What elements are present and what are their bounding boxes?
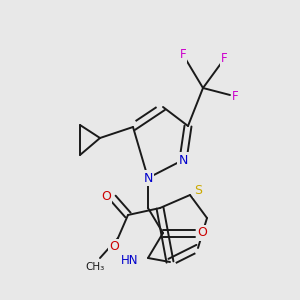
Text: CH₃: CH₃ [85, 262, 105, 272]
Text: S: S [194, 184, 202, 196]
Text: HN: HN [121, 254, 138, 266]
Text: N: N [178, 154, 188, 166]
Text: F: F [221, 52, 227, 65]
Text: F: F [180, 49, 186, 62]
Text: N: N [143, 172, 153, 184]
Text: O: O [197, 226, 207, 239]
Text: O: O [109, 241, 119, 254]
Text: O: O [101, 190, 111, 202]
Text: F: F [232, 91, 238, 103]
